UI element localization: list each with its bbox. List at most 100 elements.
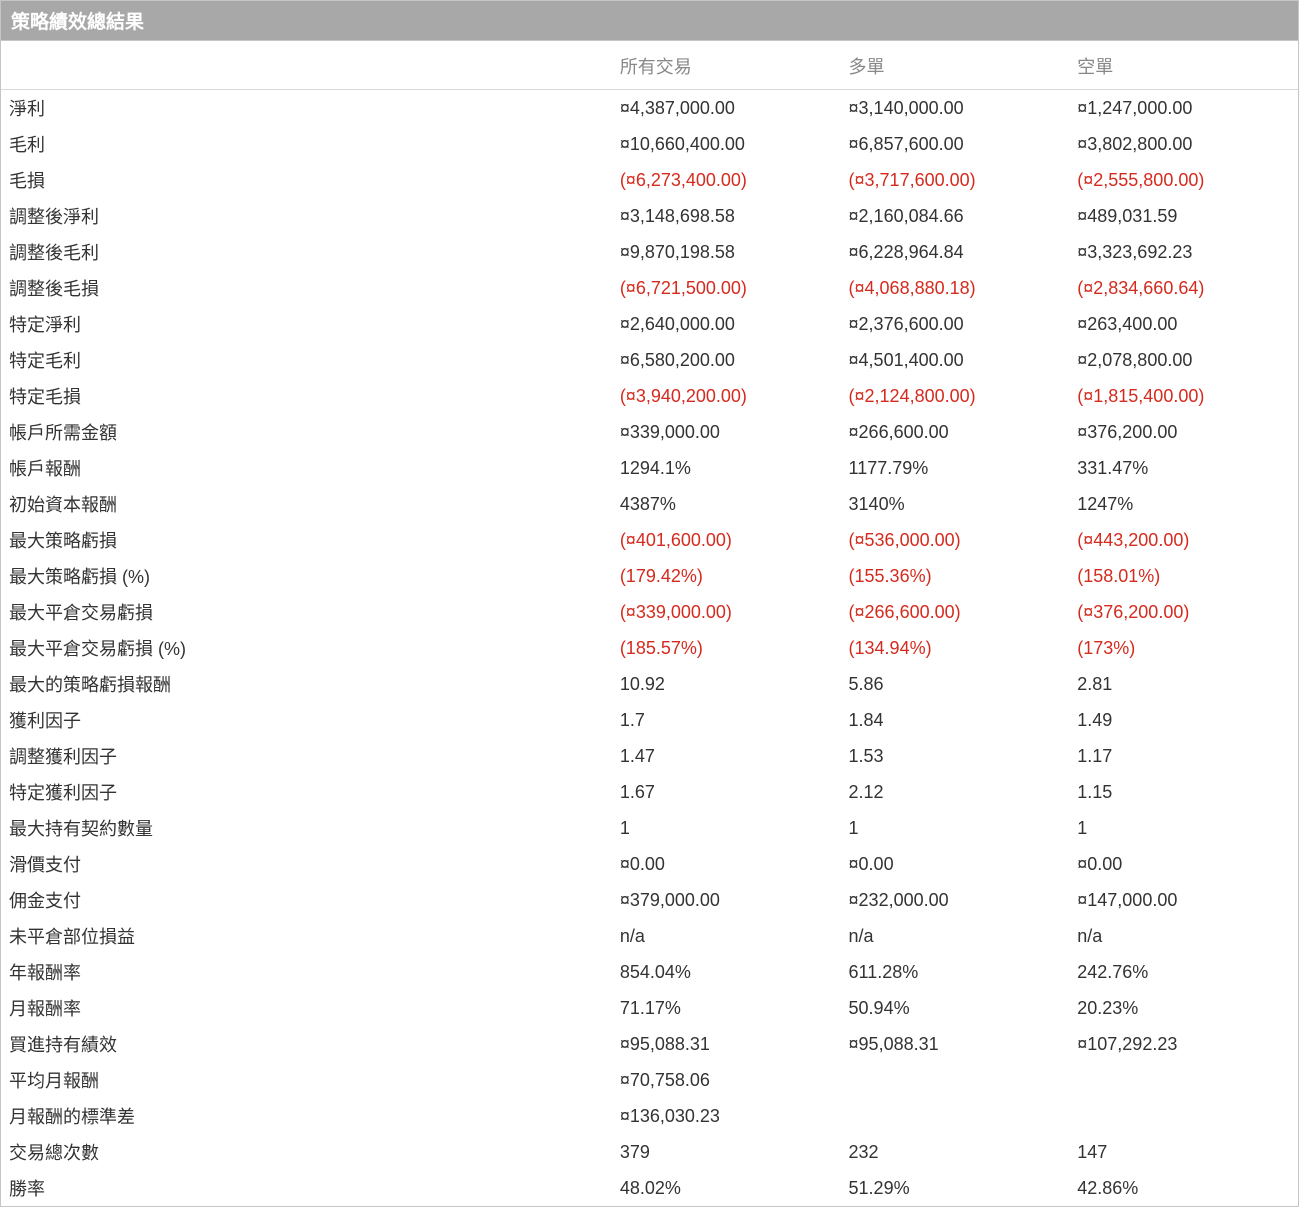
- metric-value: 2.81: [1069, 666, 1298, 702]
- metric-label: 特定毛利: [1, 342, 612, 378]
- metric-value: [1069, 1098, 1298, 1134]
- metric-label: 滑價支付: [1, 846, 612, 882]
- metric-label: 佣金支付: [1, 882, 612, 918]
- metric-value: ¤9,870,198.58: [612, 234, 841, 270]
- metric-value: (¤6,273,400.00): [612, 162, 841, 198]
- metric-label: 特定獲利因子: [1, 774, 612, 810]
- table-row: 毛損(¤6,273,400.00)(¤3,717,600.00)(¤2,555,…: [1, 162, 1298, 198]
- metric-value: 1.17: [1069, 738, 1298, 774]
- metric-label: 調整獲利因子: [1, 738, 612, 774]
- table-row: 年報酬率854.04%611.28%242.76%: [1, 954, 1298, 990]
- metric-label: 調整後毛損: [1, 270, 612, 306]
- metric-value: ¤147,000.00: [1069, 882, 1298, 918]
- metric-value: 1.53: [841, 738, 1070, 774]
- metric-value: (155.36%): [841, 558, 1070, 594]
- metric-value: 331.47%: [1069, 450, 1298, 486]
- metric-label: 帳戶報酬: [1, 450, 612, 486]
- metric-value: (¤2,555,800.00): [1069, 162, 1298, 198]
- metric-value: ¤339,000.00: [612, 414, 841, 450]
- metric-value: 1.67: [612, 774, 841, 810]
- table-row: 勝率48.02%51.29%42.86%: [1, 1170, 1298, 1206]
- metric-value: ¤3,148,698.58: [612, 198, 841, 234]
- metric-value: ¤3,802,800.00: [1069, 126, 1298, 162]
- table-row: 最大策略虧損 (%)(179.42%)(155.36%)(158.01%): [1, 558, 1298, 594]
- metric-value: 1247%: [1069, 486, 1298, 522]
- metric-value: 147: [1069, 1134, 1298, 1170]
- metric-value: ¤379,000.00: [612, 882, 841, 918]
- table-row: 調整後毛利¤9,870,198.58¤6,228,964.84¤3,323,69…: [1, 234, 1298, 270]
- metric-value: 42.86%: [1069, 1170, 1298, 1206]
- metric-value: ¤2,376,600.00: [841, 306, 1070, 342]
- metric-value: ¤107,292.23: [1069, 1026, 1298, 1062]
- metric-value: (¤3,940,200.00): [612, 378, 841, 414]
- metric-value: ¤2,160,084.66: [841, 198, 1070, 234]
- table-row: 毛利¤10,660,400.00¤6,857,600.00¤3,802,800.…: [1, 126, 1298, 162]
- metric-value: 20.23%: [1069, 990, 1298, 1026]
- metric-label: 毛損: [1, 162, 612, 198]
- table-row: 月報酬的標準差¤136,030.23: [1, 1098, 1298, 1134]
- metric-label: 毛利: [1, 126, 612, 162]
- metric-value: ¤1,247,000.00: [1069, 90, 1298, 127]
- metric-label: 交易總次數: [1, 1134, 612, 1170]
- metric-value: ¤0.00: [1069, 846, 1298, 882]
- metric-label: 特定毛損: [1, 378, 612, 414]
- metric-value: ¤10,660,400.00: [612, 126, 841, 162]
- metric-value: 2.12: [841, 774, 1070, 810]
- metric-value: 242.76%: [1069, 954, 1298, 990]
- table-row: 最大持有契約數量111: [1, 810, 1298, 846]
- metric-value: ¤0.00: [841, 846, 1070, 882]
- metric-value: (¤401,600.00): [612, 522, 841, 558]
- metric-value: ¤6,857,600.00: [841, 126, 1070, 162]
- metric-value: [841, 1098, 1070, 1134]
- metric-value: (¤4,068,880.18): [841, 270, 1070, 306]
- metric-value: 48.02%: [612, 1170, 841, 1206]
- metric-value: ¤232,000.00: [841, 882, 1070, 918]
- metric-value: ¤3,140,000.00: [841, 90, 1070, 127]
- metric-value: 379: [612, 1134, 841, 1170]
- table-row: 滑價支付¤0.00¤0.00¤0.00: [1, 846, 1298, 882]
- metric-value: 1.84: [841, 702, 1070, 738]
- metric-label: 最大持有契約數量: [1, 810, 612, 846]
- metric-value: (179.42%): [612, 558, 841, 594]
- metric-value: (¤2,124,800.00): [841, 378, 1070, 414]
- table-row: 調整後毛損(¤6,721,500.00)(¤4,068,880.18)(¤2,8…: [1, 270, 1298, 306]
- table-row: 調整獲利因子1.471.531.17: [1, 738, 1298, 774]
- table-row: 交易總次數379232147: [1, 1134, 1298, 1170]
- table-row: 淨利¤4,387,000.00¤3,140,000.00¤1,247,000.0…: [1, 90, 1298, 127]
- metric-value: (134.94%): [841, 630, 1070, 666]
- metric-value: 1: [841, 810, 1070, 846]
- metric-label: 淨利: [1, 90, 612, 127]
- metric-value: [841, 1062, 1070, 1098]
- table-row: 特定毛利¤6,580,200.00¤4,501,400.00¤2,078,800…: [1, 342, 1298, 378]
- metric-value: n/a: [841, 918, 1070, 954]
- metric-value: (¤536,000.00): [841, 522, 1070, 558]
- table-header-row: 所有交易 多單 空單: [1, 41, 1298, 90]
- metric-value: 232: [841, 1134, 1070, 1170]
- metric-label: 勝率: [1, 1170, 612, 1206]
- table-row: 帳戶報酬1294.1%1177.79%331.47%: [1, 450, 1298, 486]
- metric-label: 最大策略虧損 (%): [1, 558, 612, 594]
- metric-value: ¤0.00: [612, 846, 841, 882]
- metric-value: ¤2,078,800.00: [1069, 342, 1298, 378]
- metric-value: ¤70,758.06: [612, 1062, 841, 1098]
- metric-value: (¤6,721,500.00): [612, 270, 841, 306]
- performance-table: 所有交易 多單 空單 淨利¤4,387,000.00¤3,140,000.00¤…: [1, 41, 1298, 1206]
- table-row: 特定獲利因子1.672.121.15: [1, 774, 1298, 810]
- col-header-all-trades: 所有交易: [612, 41, 841, 90]
- table-row: 最大平倉交易虧損 (%)(185.57%)(134.94%)(173%): [1, 630, 1298, 666]
- metric-value: (¤1,815,400.00): [1069, 378, 1298, 414]
- metric-value: 50.94%: [841, 990, 1070, 1026]
- metric-value: ¤4,501,400.00: [841, 342, 1070, 378]
- col-header-long: 多單: [841, 41, 1070, 90]
- table-row: 帳戶所需金額¤339,000.00¤266,600.00¤376,200.00: [1, 414, 1298, 450]
- metric-label: 買進持有績效: [1, 1026, 612, 1062]
- metric-value: 3140%: [841, 486, 1070, 522]
- metric-value: (185.57%): [612, 630, 841, 666]
- col-header-short: 空單: [1069, 41, 1298, 90]
- metric-value: 854.04%: [612, 954, 841, 990]
- metric-value: (¤3,717,600.00): [841, 162, 1070, 198]
- performance-summary-panel: 策略績效總結果 所有交易 多單 空單 淨利¤4,387,000.00¤3,140…: [0, 0, 1299, 1207]
- metric-label: 未平倉部位損益: [1, 918, 612, 954]
- metric-value: n/a: [1069, 918, 1298, 954]
- metric-value: 1.49: [1069, 702, 1298, 738]
